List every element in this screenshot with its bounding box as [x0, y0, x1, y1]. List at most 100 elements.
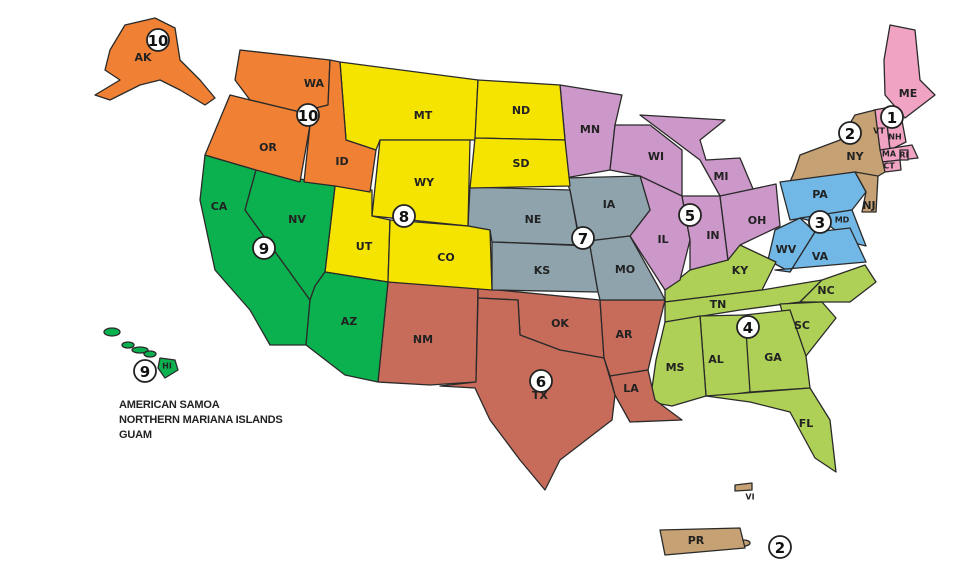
state-label-ut: UT	[356, 240, 373, 253]
state-sd[interactable]	[469, 137, 571, 189]
state-label-mo: MO	[615, 263, 635, 276]
state-label-mi: MI	[713, 170, 728, 183]
state-label-mn: MN	[580, 123, 600, 136]
region-number: 7	[578, 230, 588, 248]
state-ri[interactable]	[899, 149, 909, 161]
region-number: 9	[259, 240, 269, 258]
state-label-ca: CA	[211, 200, 228, 213]
state-label-ri: RI	[899, 151, 908, 160]
state-mo[interactable]	[579, 235, 666, 301]
state-label-sd: SD	[512, 157, 529, 170]
state-label-vt: VT	[873, 127, 885, 136]
island	[103, 327, 121, 337]
region-badge-3: 3	[808, 210, 832, 234]
region-badge-10: 10	[296, 103, 320, 127]
state-label-vi: VI	[745, 493, 754, 502]
state-label-co: CO	[437, 251, 454, 264]
island	[131, 346, 149, 354]
state-label-wa: WA	[304, 77, 325, 90]
state-hi[interactable]	[157, 357, 179, 379]
state-label-in: IN	[706, 229, 719, 242]
state-fl[interactable]	[705, 387, 837, 473]
state-la[interactable]	[609, 369, 683, 423]
state-pr[interactable]	[659, 527, 746, 556]
state-label-me: ME	[899, 87, 917, 100]
state-label-wv: WV	[776, 243, 797, 256]
region-badge-5: 5	[678, 203, 702, 227]
region-number: 8	[399, 208, 409, 226]
state-label-mt: MT	[414, 109, 433, 122]
state-label-va: VA	[812, 250, 829, 263]
state-label-ky: KY	[732, 264, 750, 277]
region-badge-10: 10	[146, 28, 170, 52]
state-label-tn: TN	[710, 298, 727, 311]
region-number: 5	[685, 207, 695, 225]
state-label-id: ID	[335, 155, 348, 168]
state-label-ma: MA	[882, 150, 897, 159]
state-tx[interactable]	[439, 297, 616, 491]
state-label-ct: CT	[883, 162, 895, 171]
state-label-oh: OH	[748, 214, 767, 227]
territory-guam: GUAM	[119, 429, 152, 441]
territory-northern-mariana-islands: NORTHERN MARIANA ISLANDS	[119, 414, 283, 426]
state-ms[interactable]	[649, 315, 707, 407]
state-pa[interactable]	[779, 171, 867, 221]
region-number: 3	[815, 214, 825, 232]
state-ak[interactable]	[94, 17, 216, 106]
region-badges: 1 2 3 4 5 6 7 8 9 10 10 9 2	[133, 28, 904, 559]
state-me[interactable]	[883, 24, 936, 119]
state-label-ga: GA	[764, 351, 782, 364]
state-ny[interactable]	[789, 109, 886, 183]
state-label-ny: NY	[846, 150, 864, 163]
state-mi[interactable]	[639, 114, 757, 197]
state-label-ia: IA	[603, 198, 616, 211]
state-label-pr: PR	[688, 534, 705, 547]
state-oh[interactable]	[719, 183, 781, 261]
region-number: 6	[536, 373, 546, 391]
territory-american-samoa: AMERICAN SAMOA	[119, 399, 220, 411]
state-label-or: OR	[259, 141, 277, 154]
state-label-ks: KS	[534, 264, 551, 277]
region-badge-9: 9	[252, 236, 276, 260]
state-vi[interactable]	[734, 482, 753, 492]
state-co[interactable]	[387, 219, 493, 291]
state-label-ne: NE	[525, 213, 542, 226]
state-label-nv: NV	[288, 213, 306, 226]
region-number: 10	[148, 32, 169, 50]
state-label-sc: SC	[794, 319, 810, 332]
region-number: 9	[140, 363, 150, 381]
region-badge-2: 2	[838, 121, 862, 145]
region-badge-2: 2	[768, 535, 792, 559]
state-label-nh: NH	[888, 133, 901, 142]
state-mt[interactable]	[339, 61, 479, 151]
region-badge-8: 8	[392, 204, 416, 228]
state-label-la: LA	[623, 382, 639, 395]
state-label-az: AZ	[341, 315, 358, 328]
region-number: 10	[298, 107, 319, 125]
region-badge-7: 7	[571, 226, 595, 250]
states-layer	[94, 17, 936, 556]
state-label-hi: HI	[162, 362, 172, 371]
state-label-ar: AR	[616, 328, 634, 341]
state-label-wi: WI	[648, 150, 664, 163]
state-label-ak: AK	[134, 51, 152, 64]
island	[143, 350, 157, 358]
state-label-ms: MS	[666, 361, 685, 374]
state-label-fl: FL	[799, 417, 814, 430]
island	[121, 341, 135, 349]
state-label-nd: ND	[512, 104, 530, 117]
state-va[interactable]	[774, 227, 867, 273]
region-number: 2	[845, 125, 855, 143]
region-badge-9: 9	[133, 359, 157, 383]
state-label-wy: WY	[414, 176, 435, 189]
territories-note: AMERICAN SAMOA NORTHERN MARIANA ISLANDS …	[119, 398, 283, 443]
region-badge-6: 6	[529, 369, 553, 393]
state-label-ok: OK	[551, 317, 569, 330]
state-label-md: MD	[835, 216, 850, 225]
state-label-il: IL	[657, 233, 668, 246]
state-nc[interactable]	[799, 264, 877, 303]
state-az[interactable]	[305, 271, 389, 383]
